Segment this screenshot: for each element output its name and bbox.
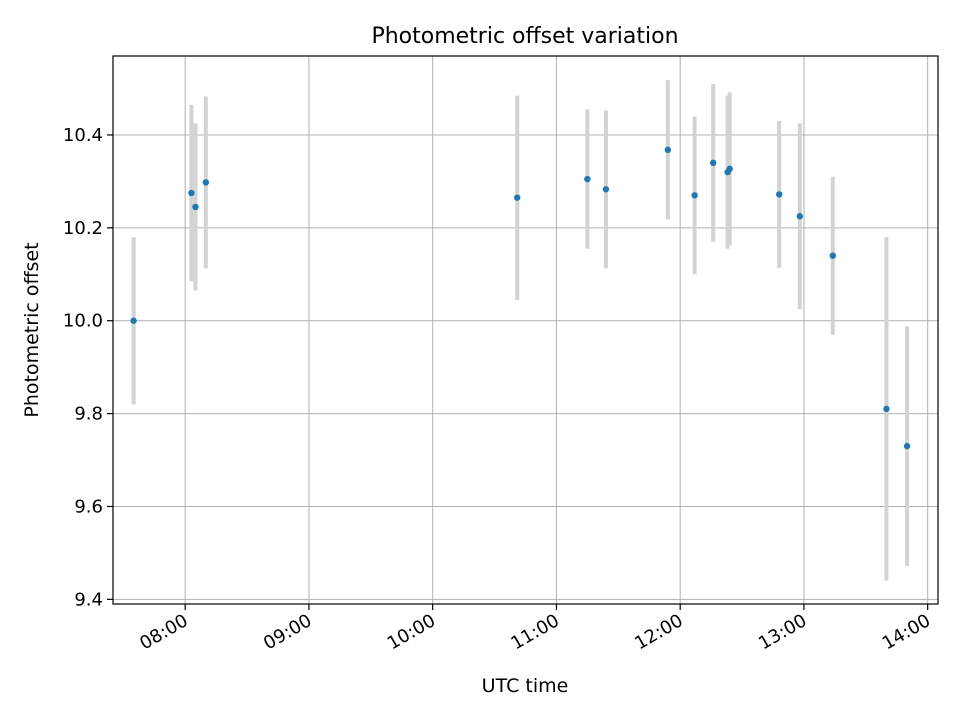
data-point [664, 146, 672, 154]
y-axis-ticks: 9.4 9.6 9.8 10.0 10.2 10.4 [63, 125, 113, 610]
data-point [130, 317, 137, 324]
data-point [691, 192, 698, 199]
y-tick-label: 10.2 [63, 218, 103, 239]
data-point [903, 442, 911, 450]
y-tick-label: 10.4 [63, 125, 103, 146]
plot-frame [112, 55, 939, 605]
y-axis-label: Photometric offset [21, 242, 43, 417]
chart-title: Photometric offset variation [371, 24, 678, 49]
data-point [883, 405, 890, 413]
y-tick-label: 9.8 [74, 404, 103, 425]
data-point [829, 252, 837, 259]
data-point [202, 179, 210, 186]
data-point [796, 213, 804, 220]
data-point [188, 189, 195, 197]
x-axis-label: UTC time [482, 675, 569, 697]
data-markers [130, 146, 911, 450]
y-tick-label: 9.4 [74, 589, 103, 610]
y-tick-label: 10.0 [63, 311, 103, 332]
data-point [514, 194, 521, 201]
data-point [709, 159, 717, 167]
y-tick-label: 9.6 [74, 496, 103, 517]
data-point [602, 186, 610, 193]
data-point [584, 175, 591, 183]
data-point [192, 203, 199, 211]
data-point [775, 191, 783, 198]
data-point [726, 165, 733, 173]
